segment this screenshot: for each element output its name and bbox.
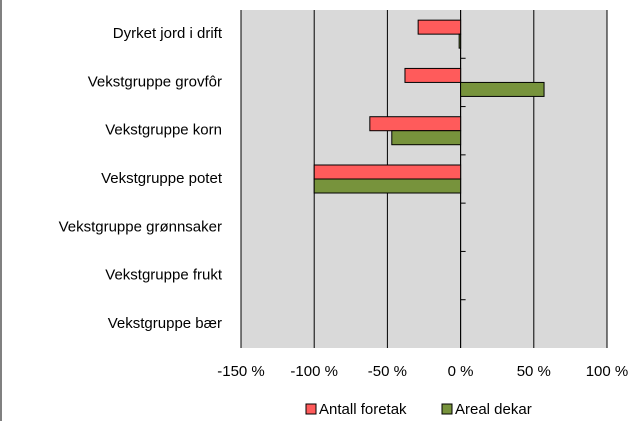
x-tick-label: -50 % (368, 363, 407, 380)
x-tick-label: 50 % (517, 363, 551, 380)
legend-swatch (441, 403, 453, 415)
y-tick-label: Vekstgruppe korn (105, 122, 222, 139)
x-tick-label: -150 % (217, 363, 265, 380)
bar (460, 81, 545, 97)
bar (313, 164, 462, 180)
legend-swatch (305, 403, 317, 415)
y-tick-label: Dyrket jord i drift (113, 25, 223, 42)
bar (404, 67, 462, 83)
x-tick-label: 100 % (586, 363, 629, 380)
x-tick-label: -100 % (290, 363, 338, 380)
y-tick-label: Vekstgruppe grønnsaker (59, 218, 222, 235)
y-tick-label: Vekstgruppe frukt (105, 267, 223, 284)
bar (313, 178, 462, 194)
bar (417, 19, 462, 35)
bar (369, 116, 462, 132)
y-tick-label: Vekstgruppe potet (101, 170, 223, 187)
y-tick-label: Vekstgruppe bær (108, 315, 222, 332)
bar (458, 33, 462, 49)
legend-label: Antall foretak (319, 401, 407, 418)
x-tick-label: 0 % (448, 363, 474, 380)
legend-label: Areal dekar (455, 401, 532, 418)
y-tick-label: Vekstgruppe grovfôr (88, 73, 222, 90)
bar (391, 130, 462, 146)
